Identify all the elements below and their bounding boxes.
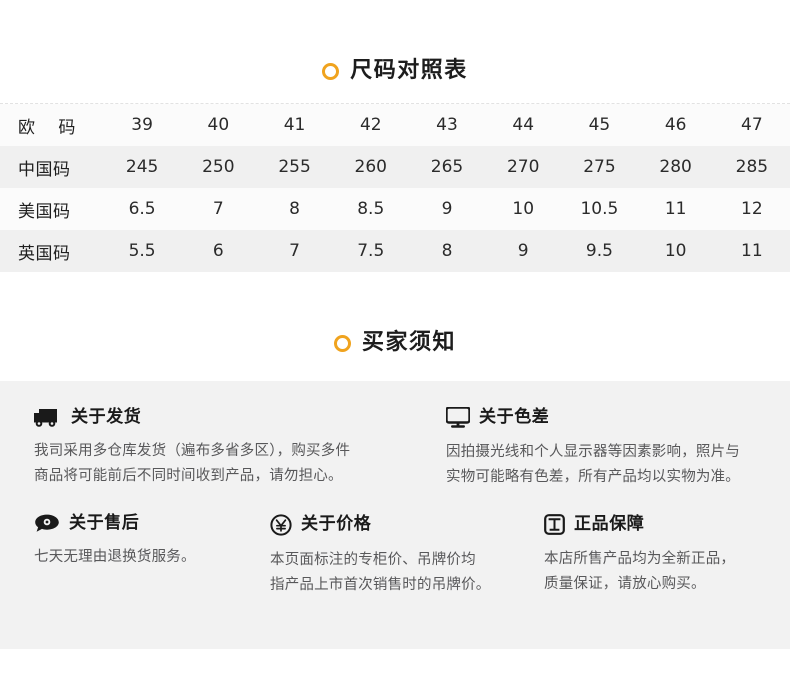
monitor-icon: [446, 407, 470, 428]
notice-block-body: 七天无理由退换货服务。: [34, 545, 232, 570]
table-cell: 8.5: [332, 188, 409, 230]
table-cell: 285: [713, 146, 790, 188]
table-cell: 280: [637, 146, 714, 188]
truck-icon: [34, 407, 62, 427]
table-cell: 9: [485, 230, 562, 272]
table-cell: 11: [713, 230, 790, 272]
table-row: 中国码 245 250 255 260 265 270 275 280 285: [0, 146, 790, 188]
notice-block-service: 关于售后 七天无理由退换货服务。: [0, 514, 254, 598]
table-cell: 270: [485, 146, 562, 188]
table-cell: 9.5: [561, 230, 638, 272]
size-chart-table: 欧 码 39 40 41 42 43 44 45 46 47 中国码 245 2…: [0, 104, 790, 272]
table-cell: 275: [561, 146, 638, 188]
buyer-notice-heading: 买家须知: [0, 332, 790, 354]
notice-block-color: 关于色差 因拍摄光线和个人显示器等因素影响，照片与 实物可能略有色差，所有产品均…: [420, 407, 790, 490]
size-chart-title: 尺码对照表: [350, 58, 468, 83]
table-cell: 8: [408, 230, 486, 272]
table-row: 美国码 6.5 7 8 8.5 9 10 10.5 11 12: [0, 188, 790, 230]
row-label: 欧 码: [0, 104, 104, 146]
buyer-notice-title: 买家须知: [361, 330, 456, 355]
notice-block-header: 关于售后: [34, 514, 232, 533]
notice-block-body: 我司采用多仓库发货（遍布多省多区），购买多件 商品将可能前后不同时间收到产品，请…: [34, 439, 398, 489]
table-cell: 46: [637, 104, 714, 146]
table-cell: 245: [104, 146, 181, 188]
notice-text-line: 质量保证，请放心购买。: [544, 575, 706, 592]
table-cell: 12: [713, 188, 790, 230]
notice-block-title: 正品保障: [574, 513, 645, 534]
notice-text-line: 指产品上市首次销售时的吊牌价。: [270, 576, 491, 593]
notice-block-body: 本页面标注的专柜价、吊牌价均 指产品上市首次销售时的吊牌价。: [270, 548, 508, 598]
row-label: 英国码: [0, 230, 104, 272]
notice-text-line: 七天无理由退换货服务。: [34, 548, 196, 565]
buyer-notice-panel: 关于发货 我司采用多仓库发货（遍布多省多区），购买多件 商品将可能前后不同时间收…: [0, 381, 790, 649]
table-cell: 43: [408, 104, 486, 146]
table-cell: 42: [332, 104, 409, 146]
size-chart-table-wrapper: 欧 码 39 40 41 42 43 44 45 46 47 中国码 245 2…: [0, 103, 790, 272]
notice-block-price: 关于价格 本页面标注的专柜价、吊牌价均 指产品上市首次销售时的吊牌价。: [254, 514, 530, 598]
row-label: 中国码: [0, 146, 104, 188]
notice-block-genuine: 正品保障 本店所售产品均为全新正品， 质量保证，请放心购买。: [530, 513, 790, 598]
table-cell: 11: [637, 188, 714, 230]
phone-icon: [34, 514, 60, 533]
table-cell: 6.5: [104, 188, 181, 230]
table-row: 英国码 5.5 6 7 7.5 8 9 9.5 10 11: [0, 230, 790, 272]
notice-block-header: 关于价格: [270, 514, 508, 536]
notice-text-line: 实物可能略有色差，所有产品均以实物为准。: [446, 468, 740, 485]
notice-block-shipping: 关于发货 我司采用多仓库发货（遍布多省多区），购买多件 商品将可能前后不同时间收…: [0, 407, 420, 490]
notice-text-line: 我司采用多仓库发货（遍布多省多区），购买多件: [34, 443, 351, 459]
ring-icon: [333, 334, 351, 352]
table-cell: 7.5: [332, 230, 409, 272]
notice-text-line: 商品将可能前后不同时间收到产品，请勿担心。: [34, 467, 343, 484]
table-cell: 250: [180, 146, 257, 188]
row-label: 美国码: [0, 188, 104, 230]
table-cell: 45: [561, 104, 638, 146]
genuine-icon: [544, 513, 565, 535]
table-cell: 10: [485, 188, 562, 230]
table-cell: 44: [485, 104, 562, 146]
yen-icon: [270, 514, 292, 536]
table-cell: 10: [637, 230, 714, 272]
table-cell: 9: [408, 188, 486, 230]
notice-block-header: 关于色差: [446, 407, 768, 428]
notice-block-title: 关于发货: [71, 406, 142, 427]
table-cell: 265: [408, 146, 486, 188]
table-cell: 260: [332, 146, 409, 188]
ring-icon: [322, 62, 340, 80]
size-chart-heading: 尺码对照表: [0, 60, 790, 82]
table-row: 欧 码 39 40 41 42 43 44 45 46 47: [0, 104, 790, 146]
notice-block-body: 本店所售产品均为全新正品， 质量保证，请放心购买。: [544, 547, 768, 597]
table-cell: 41: [256, 104, 333, 146]
notice-block-body: 因拍摄光线和个人显示器等因素影响，照片与 实物可能略有色差，所有产品均以实物为准…: [446, 440, 768, 490]
table-cell: 5.5: [104, 230, 181, 272]
table-cell: 10.5: [561, 188, 638, 230]
notice-row-top: 关于发货 我司采用多仓库发货（遍布多省多区），购买多件 商品将可能前后不同时间收…: [0, 381, 790, 490]
notice-text-line: 因拍摄光线和个人显示器等因素影响，照片与: [446, 444, 740, 460]
notice-block-title: 关于色差: [479, 407, 550, 427]
table-cell: 6: [180, 230, 257, 272]
notice-block-title: 关于售后: [69, 512, 140, 533]
notice-block-header: 关于发货: [34, 407, 398, 427]
table-cell: 7: [180, 188, 257, 230]
notice-row-bottom: 关于售后 七天无理由退换货服务。 关于价格: [0, 490, 790, 598]
table-cell: 7: [256, 230, 333, 272]
table-cell: 47: [713, 104, 790, 146]
notice-text-line: 本页面标注的专柜价、吊牌价均: [270, 551, 476, 568]
notice-text-line: 本店所售产品均为全新正品，: [544, 550, 736, 567]
table-cell: 8: [256, 188, 333, 230]
table-cell: 39: [104, 104, 181, 146]
notice-block-title: 关于价格: [301, 514, 372, 535]
notice-block-header: 正品保障: [544, 513, 768, 535]
table-cell: 40: [180, 104, 257, 146]
table-cell: 255: [256, 146, 333, 188]
